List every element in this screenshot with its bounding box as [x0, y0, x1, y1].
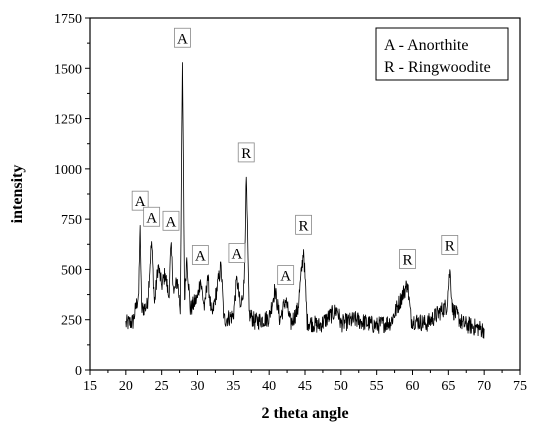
peak-label: R — [445, 238, 455, 254]
x-tick-label: 55 — [370, 379, 384, 394]
x-axis-title: 2 theta angle — [261, 405, 348, 422]
legend: A - Anorthite R - Ringwoodite — [375, 27, 509, 81]
peak-label: R — [299, 218, 309, 234]
peak-label-box — [174, 27, 191, 48]
peak-label-box — [237, 142, 255, 163]
x-tick-label: 65 — [441, 379, 455, 394]
peak-label: A — [280, 269, 291, 285]
x-tick-label: 40 — [262, 379, 276, 394]
peak-label: R — [402, 253, 412, 269]
y-tick-label: 750 — [61, 213, 82, 228]
legend-box — [375, 27, 509, 81]
x-tick-label: 45 — [298, 379, 312, 394]
peak-label: A — [146, 210, 157, 226]
peak-label-box — [143, 206, 161, 227]
y-tick-label: 1000 — [54, 163, 82, 178]
y-tick-label: 0 — [75, 364, 82, 379]
x-tick-label: 20 — [119, 379, 133, 394]
peak-label-box — [277, 265, 295, 286]
peak-label-box — [162, 210, 180, 231]
x-tick-label: 75 — [513, 379, 527, 394]
legend-entry-anorthite: A - Anorthite — [384, 37, 468, 54]
x-tick-label: 60 — [406, 379, 420, 394]
peak-label: R — [241, 146, 251, 162]
peak-label-box — [131, 190, 149, 211]
peak-label: A — [135, 194, 146, 210]
peak-label-box — [441, 235, 459, 255]
peak-label-box — [191, 245, 209, 265]
peak-label-box — [399, 249, 416, 269]
series-line — [125, 62, 485, 339]
y-tick-label: 250 — [61, 314, 82, 329]
x-tick-label: 70 — [477, 379, 491, 394]
y-axis: 0 250 500 750 1000 1250 1500 1750 — [54, 12, 90, 379]
y-tick-label: 1500 — [54, 62, 82, 77]
x-tick-label: 35 — [226, 379, 240, 394]
peak-label: A — [231, 246, 242, 262]
legend-entry-ringwoodite: R - Ringwoodite — [384, 59, 491, 76]
x-axis: 15 20 25 30 35 40 45 50 55 60 65 70 75 — [83, 370, 527, 394]
y-tick-label: 1750 — [54, 12, 82, 27]
x-tick-label: 25 — [155, 379, 169, 394]
peak-label-box — [295, 214, 312, 235]
y-axis-title: intensity — [9, 165, 26, 224]
peak-label: A — [195, 248, 206, 264]
peak-label: A — [166, 214, 177, 230]
x-tick-label: 30 — [191, 379, 205, 394]
peak-label: A — [177, 31, 188, 47]
y-tick-label: 500 — [61, 263, 82, 278]
x-tick-label: 15 — [83, 379, 97, 394]
y-tick-label: 1250 — [54, 113, 82, 128]
x-tick-label: 50 — [334, 379, 348, 394]
peak-label-box — [228, 243, 246, 263]
